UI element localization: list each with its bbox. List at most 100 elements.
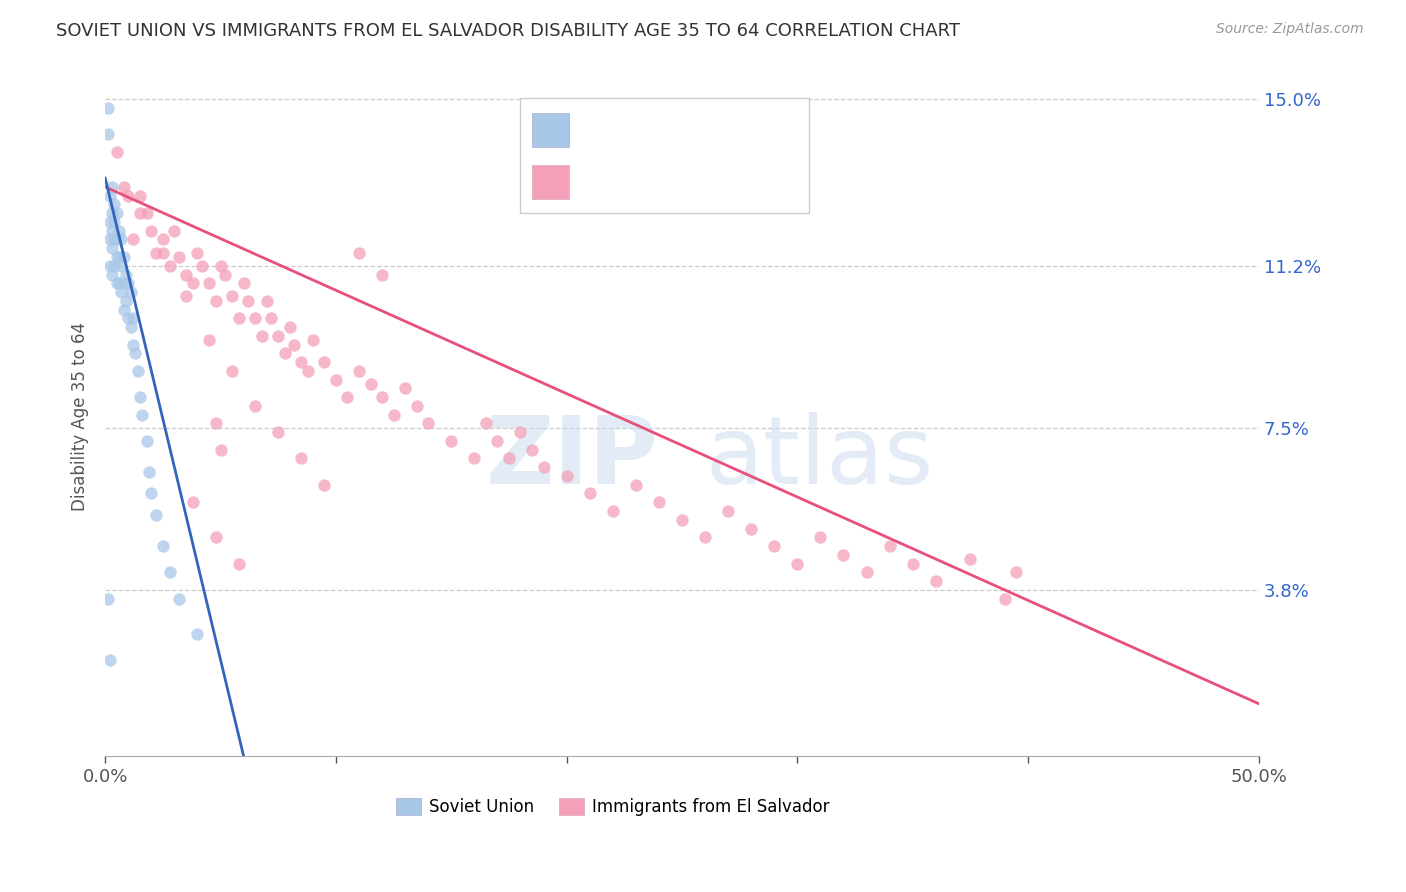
Point: [108, 250, 131, 264]
Point: [141, 486, 163, 500]
Point: [394, 381, 416, 395]
Point: [110, 232, 132, 246]
Point: [278, 320, 301, 334]
Point: [103, 197, 125, 211]
Point: [555, 469, 578, 483]
Point: [152, 232, 174, 246]
Point: [141, 224, 163, 238]
Point: [198, 333, 221, 347]
Point: [186, 626, 208, 640]
Point: [267, 328, 290, 343]
Point: [260, 311, 283, 326]
Point: [198, 277, 221, 291]
Point: [314, 355, 336, 369]
Point: [297, 364, 319, 378]
Point: [96, 128, 118, 142]
Point: [290, 451, 312, 466]
Point: [1005, 566, 1028, 580]
Point: [122, 337, 145, 351]
Point: [112, 277, 135, 291]
Point: [138, 465, 160, 479]
Point: [228, 557, 250, 571]
Point: [105, 277, 128, 291]
Point: [98, 215, 121, 229]
Point: [221, 364, 243, 378]
Point: [418, 417, 440, 431]
Point: [131, 408, 153, 422]
Point: [174, 289, 197, 303]
Point: [925, 574, 948, 588]
Point: [98, 188, 121, 202]
Point: [117, 311, 139, 326]
Point: [314, 477, 336, 491]
Point: [232, 277, 254, 291]
Point: [135, 434, 157, 448]
Point: [855, 566, 877, 580]
Point: [191, 259, 214, 273]
Point: [98, 232, 121, 246]
Point: [256, 293, 278, 308]
Point: [214, 268, 236, 282]
Point: [209, 259, 232, 273]
Point: [96, 101, 118, 115]
Point: [325, 373, 347, 387]
Point: [371, 268, 394, 282]
Point: [520, 442, 543, 457]
Point: [717, 504, 740, 518]
Point: [205, 530, 228, 544]
Point: [994, 591, 1017, 606]
Point: [112, 180, 135, 194]
Point: [101, 241, 124, 255]
Point: [103, 215, 125, 229]
Point: [347, 364, 370, 378]
Point: [112, 302, 135, 317]
Point: [96, 591, 118, 606]
Point: [347, 245, 370, 260]
Point: [135, 206, 157, 220]
Point: [120, 320, 142, 334]
Point: [238, 293, 260, 308]
Point: [122, 311, 145, 326]
Point: [112, 250, 135, 264]
Point: [274, 346, 297, 360]
Point: [128, 390, 150, 404]
Point: [486, 434, 509, 448]
Point: [103, 232, 125, 246]
Text: SOVIET UNION VS IMMIGRANTS FROM EL SALVADOR DISABILITY AGE 35 TO 64 CORRELATION : SOVIET UNION VS IMMIGRANTS FROM EL SALVA…: [56, 22, 960, 40]
Y-axis label: Disability Age 35 to 64: Disability Age 35 to 64: [72, 322, 89, 511]
Point: [115, 293, 138, 308]
Point: [101, 180, 124, 194]
Text: atlas: atlas: [704, 411, 934, 504]
Point: [786, 557, 808, 571]
Point: [108, 224, 131, 238]
Text: ZIP: ZIP: [486, 411, 659, 504]
Point: [98, 653, 121, 667]
Point: [302, 333, 325, 347]
Point: [105, 145, 128, 159]
Point: [671, 513, 693, 527]
Point: [228, 311, 250, 326]
Point: [578, 486, 600, 500]
Point: [159, 566, 181, 580]
Point: [101, 224, 124, 238]
Point: [832, 548, 855, 562]
Legend: Soviet Union, Immigrants from El Salvador: Soviet Union, Immigrants from El Salvado…: [389, 791, 837, 822]
Point: [105, 206, 128, 220]
Point: [128, 206, 150, 220]
Point: [624, 477, 647, 491]
Text: Source: ZipAtlas.com: Source: ZipAtlas.com: [1216, 22, 1364, 37]
Point: [105, 232, 128, 246]
Point: [440, 434, 463, 448]
Point: [105, 250, 128, 264]
Point: [101, 268, 124, 282]
Point: [108, 277, 131, 291]
Point: [117, 188, 139, 202]
Point: [167, 591, 190, 606]
Point: [509, 425, 531, 440]
Point: [221, 289, 243, 303]
Point: [475, 417, 498, 431]
Point: [145, 245, 167, 260]
Point: [122, 232, 145, 246]
Point: [533, 460, 555, 475]
Point: [159, 259, 181, 273]
